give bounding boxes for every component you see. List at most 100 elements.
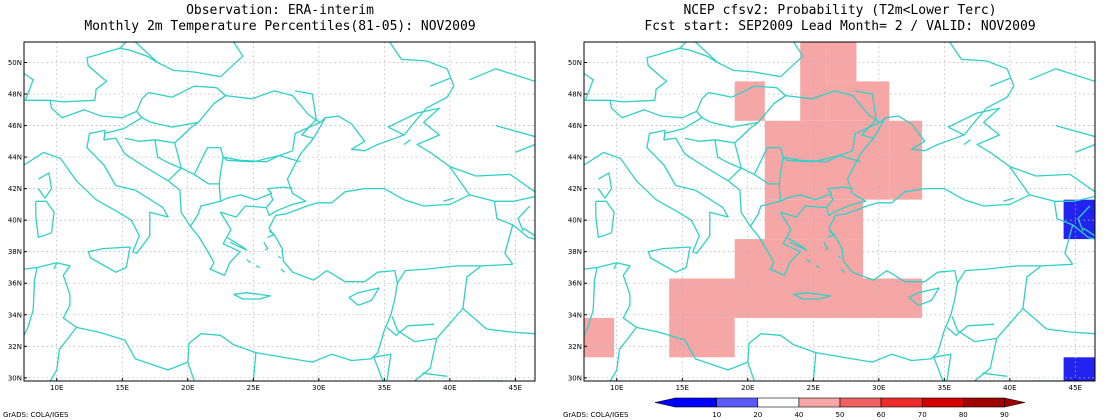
right-map-content: [584, 42, 1095, 381]
coastline: [37, 172, 53, 199]
coastline: [495, 124, 535, 138]
colorbar-label: 50: [836, 411, 845, 419]
longitude-tick-label: 40E: [1003, 384, 1016, 392]
colorbar-segment: [716, 397, 759, 408]
coastline: [348, 287, 380, 306]
longitude-tick-label: 30E: [312, 384, 325, 392]
coastline: [386, 323, 435, 336]
coastline: [267, 230, 275, 239]
coastline: [103, 107, 471, 277]
colorbar-arrow-low: [654, 397, 676, 408]
coastline: [1055, 124, 1095, 138]
coastline: [391, 265, 482, 343]
coastline: [778, 156, 784, 184]
coastline: [782, 154, 861, 163]
colorbar-label: 70: [918, 411, 927, 419]
probability-cell: [734, 239, 864, 279]
longitude-tick-label: 45E: [509, 384, 522, 392]
latitude-tick-label: 44N: [8, 154, 22, 162]
coastline: [663, 117, 703, 135]
coastline: [584, 187, 1030, 371]
latitude-tick-label: 32N: [568, 343, 582, 351]
coastline: [1072, 224, 1095, 240]
coastline: [609, 92, 709, 119]
latitude-tick-label: 48N: [568, 91, 582, 99]
coastline: [24, 47, 221, 103]
latitude-tick-label: 50N: [8, 59, 22, 67]
probability-cell: [1063, 357, 1095, 381]
coastline: [1003, 197, 1014, 202]
coastline: [949, 42, 1015, 136]
coastline: [956, 263, 1073, 284]
coastline: [595, 200, 615, 239]
coastline: [218, 156, 224, 184]
coastline: [951, 265, 1042, 343]
probability-colorbar: 10 20 40 50 60 70 80 90: [654, 397, 1026, 419]
coastline: [1009, 165, 1095, 193]
coastline: [734, 121, 759, 144]
colorbar-label: 90: [1000, 411, 1009, 419]
coastline: [840, 268, 846, 273]
coastline: [53, 262, 58, 270]
coastline: [879, 117, 886, 123]
latitude-tick-label: 40N: [568, 217, 582, 225]
coastline: [584, 47, 781, 103]
coastline: [403, 139, 411, 146]
colorbar-label: 60: [877, 411, 886, 419]
coastline: [647, 246, 691, 273]
right-title-line2: Fcst start: SEP2009 Lead Month= 2 / VALI…: [644, 19, 1036, 34]
latitude-tick-label: 42N: [568, 185, 582, 193]
coastline: [396, 263, 513, 284]
latitude-tick-label: 50N: [568, 59, 582, 67]
coastline: [233, 292, 271, 300]
coastline: [1082, 227, 1095, 237]
longitude-tick-label: 20E: [181, 384, 194, 392]
coastline: [815, 265, 821, 269]
colorbar-segment: [675, 397, 717, 408]
coastline: [136, 85, 227, 128]
coastline: [780, 42, 804, 78]
latitude-tick-label: 36N: [568, 280, 582, 288]
coastline: [49, 327, 77, 381]
coastline: [174, 121, 199, 144]
probability-cell: [826, 42, 857, 82]
longitude-tick-label: 15E: [116, 384, 129, 392]
probability-cell: [800, 42, 827, 121]
coastline: [974, 338, 998, 381]
longitude-tick-label: 25E: [247, 384, 260, 392]
coastline: [222, 154, 301, 163]
coastline: [584, 267, 598, 336]
longitude-tick-label: 10E: [610, 384, 623, 392]
coastline: [855, 90, 877, 139]
coastline: [373, 353, 392, 381]
coastline: [103, 117, 143, 135]
latitude-tick-label: 38N: [568, 248, 582, 256]
coastline: [747, 361, 755, 381]
coastline: [24, 187, 470, 371]
longitude-tick-label: 25E: [807, 384, 820, 392]
coastline: [280, 268, 286, 273]
coastline: [49, 92, 149, 119]
coastline: [220, 42, 244, 78]
latitude-tick-label: 36N: [8, 280, 22, 288]
latitude-tick-label: 34N: [568, 311, 582, 319]
coastline: [679, 42, 687, 49]
coastline: [213, 90, 321, 151]
latitude-tick-label: 30N: [568, 374, 582, 382]
coastline: [933, 353, 952, 381]
coastline: [609, 327, 637, 381]
colorbar-segment: [798, 397, 841, 408]
coastline: [24, 129, 169, 254]
right-title-line1: NCEP cfsv2: Probability (T2m<Lower Terc): [683, 3, 997, 18]
latitude-tick-label: 42N: [8, 185, 22, 193]
coastline: [193, 146, 224, 175]
coastline: [827, 230, 835, 239]
coastline: [373, 357, 384, 381]
coastline: [1029, 194, 1095, 202]
coastline: [223, 150, 293, 163]
coastline: [226, 236, 248, 251]
coastline: [753, 146, 784, 175]
left-title-line2: Monthly 2m Temperature Percentiles(81-05…: [84, 19, 476, 34]
probability-cell: [734, 81, 765, 121]
longitude-tick-label: 20E: [741, 384, 754, 392]
